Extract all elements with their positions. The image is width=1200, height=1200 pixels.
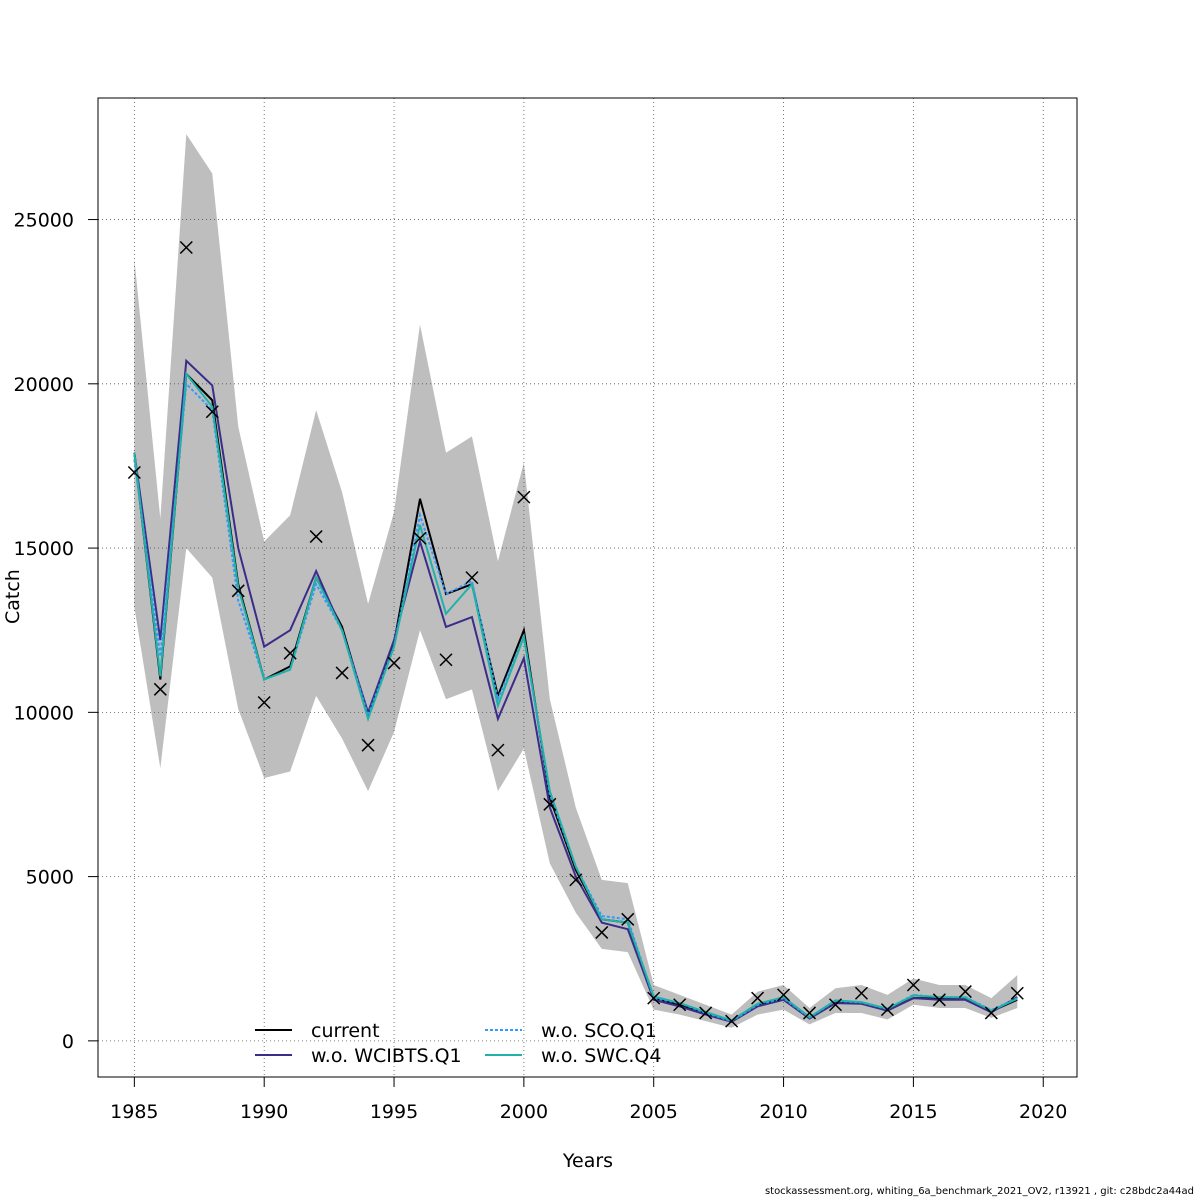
observation-marker [802, 1006, 817, 1020]
y-tick-label: 20000 [14, 374, 74, 396]
observations-layer [127, 240, 1024, 1028]
observation-marker [984, 1006, 998, 1020]
y-tick-label: 25000 [14, 210, 74, 232]
x-tick-label: 1995 [370, 1101, 418, 1123]
x-tick-label: 2005 [630, 1101, 678, 1123]
observation-marker [517, 490, 531, 504]
observation-marker [127, 465, 141, 480]
observation-marker [958, 985, 972, 999]
series-line-1 [133, 358, 1018, 1023]
observation-marker [491, 743, 505, 757]
x-tick-label: 1990 [240, 1101, 288, 1123]
observation-marker [751, 991, 765, 1005]
y-tick-label: 10000 [14, 702, 74, 724]
observation-marker [283, 646, 297, 660]
footer-credit: stockassessment.org, whiting_6a_benchmar… [764, 1186, 1194, 1197]
observation-marker [257, 695, 271, 710]
observation-marker [1010, 986, 1024, 1000]
observation-marker [569, 873, 583, 887]
observation-marker [153, 682, 167, 696]
observation-marker [699, 1006, 713, 1020]
observation-marker [880, 1003, 894, 1017]
observation-marker [387, 656, 401, 670]
x-axis-label: Years [562, 1150, 614, 1172]
observation-marker [361, 738, 375, 752]
observation-marker [413, 531, 427, 545]
observation-marker [543, 797, 557, 811]
observation-marker [932, 993, 946, 1007]
x-tick-label: 2015 [889, 1101, 937, 1123]
observation-marker [673, 998, 687, 1012]
series-layer [133, 358, 1018, 1023]
x-tick-label: 2000 [500, 1101, 548, 1123]
observation-marker [595, 925, 609, 939]
observation-marker [828, 998, 843, 1012]
plot-frame [97, 97, 1078, 1078]
observation-marker [777, 988, 791, 1002]
observation-marker [854, 986, 868, 1000]
legend-label-2: w.o. SCO.Q1 [541, 1020, 657, 1042]
observation-marker [725, 1014, 739, 1028]
observation-marker [906, 978, 920, 992]
x-tick-label: 2010 [759, 1101, 807, 1123]
observation-marker [231, 584, 245, 598]
observation-marker [465, 571, 479, 585]
observation-marker [309, 530, 323, 544]
observation-marker [335, 666, 349, 680]
y-axis: 0 5000 10000 15000 20000 25000 [14, 210, 98, 1053]
y-tick-label: 5000 [26, 867, 74, 889]
observation-marker [205, 405, 219, 419]
observation-marker [647, 991, 661, 1005]
legend: current w.o. WCIBTS.Q1 w.o. SCO.Q1 w.o. SWC… [255, 1020, 661, 1067]
y-tick-label: 15000 [14, 538, 74, 560]
x-axis: 1985 1990 1995 2000 2005 2010 2015 2020 [110, 1077, 1067, 1123]
observation-marker [439, 653, 453, 667]
x-tick-label: 2020 [1019, 1101, 1067, 1123]
series-line-3 [133, 371, 1018, 1022]
legend-label-3: w.o. SWC.Q4 [541, 1045, 661, 1067]
legend-label-0: current [311, 1020, 380, 1042]
observation-marker [621, 912, 635, 926]
legend-label-1: w.o. WCIBTS.Q1 [311, 1045, 462, 1067]
y-tick-label: 0 [62, 1031, 74, 1053]
y-axis-label: Catch [2, 569, 24, 624]
observation-marker [179, 240, 193, 255]
x-tick-label: 1985 [110, 1101, 158, 1123]
